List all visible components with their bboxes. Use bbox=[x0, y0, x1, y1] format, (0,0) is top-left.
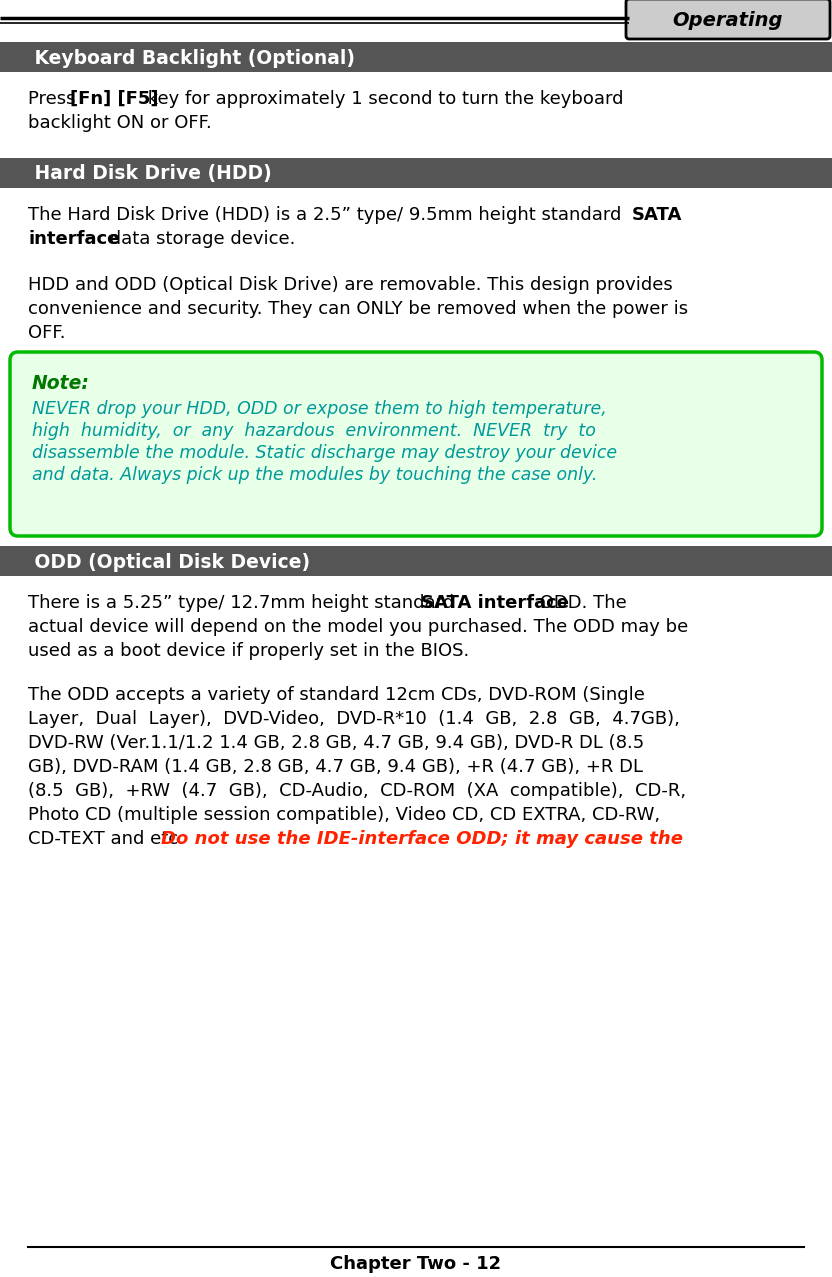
Text: Layer,  Dual  Layer),  DVD-Video,  DVD-R*10  (1.4  GB,  2.8  GB,  4.7GB),: Layer, Dual Layer), DVD-Video, DVD-R*10 … bbox=[28, 710, 680, 728]
Text: high  humidity,  or  any  hazardous  environment.  NEVER  try  to: high humidity, or any hazardous environm… bbox=[32, 421, 596, 441]
Text: Chapter Two - 12: Chapter Two - 12 bbox=[330, 1255, 502, 1273]
Text: The ODD accepts a variety of standard 12cm CDs, DVD-ROM (Single: The ODD accepts a variety of standard 12… bbox=[28, 686, 645, 704]
Text: Press: Press bbox=[28, 89, 82, 109]
Text: actual device will depend on the model you purchased. The ODD may be: actual device will depend on the model y… bbox=[28, 618, 688, 636]
Text: ODD. The: ODD. The bbox=[534, 594, 626, 612]
Text: NEVER drop your HDD, ODD or expose them to high temperature,: NEVER drop your HDD, ODD or expose them … bbox=[32, 400, 607, 418]
Text: key for approximately 1 second to turn the keyboard: key for approximately 1 second to turn t… bbox=[142, 89, 623, 109]
Text: ODD (Optical Disk Device): ODD (Optical Disk Device) bbox=[28, 553, 310, 572]
Bar bbox=[0, 42, 832, 72]
Text: Do not use the IDE-interface ODD; it may cause the: Do not use the IDE-interface ODD; it may… bbox=[161, 830, 683, 848]
Text: DVD-RW (Ver.1.1/1.2 1.4 GB, 2.8 GB, 4.7 GB, 9.4 GB), DVD-R DL (8.5: DVD-RW (Ver.1.1/1.2 1.4 GB, 2.8 GB, 4.7 … bbox=[28, 734, 644, 752]
Text: [Fn] [F5]: [Fn] [F5] bbox=[70, 89, 159, 109]
Text: disassemble the module. Static discharge may destroy your device: disassemble the module. Static discharge… bbox=[32, 444, 617, 462]
Text: and data. Always pick up the modules by touching the case only.: and data. Always pick up the modules by … bbox=[32, 466, 597, 484]
Text: SATA interface: SATA interface bbox=[421, 594, 569, 612]
Text: backlight ON or OFF.: backlight ON or OFF. bbox=[28, 114, 212, 132]
Text: interface: interface bbox=[28, 230, 119, 248]
Text: CD-TEXT and etc.: CD-TEXT and etc. bbox=[28, 830, 190, 848]
Text: data storage device.: data storage device. bbox=[104, 230, 295, 248]
Text: Photo CD (multiple session compatible), Video CD, CD EXTRA, CD-RW,: Photo CD (multiple session compatible), … bbox=[28, 806, 660, 824]
Text: convenience and security. They can ONLY be removed when the power is: convenience and security. They can ONLY … bbox=[28, 300, 688, 318]
Text: OFF.: OFF. bbox=[28, 324, 66, 342]
FancyBboxPatch shape bbox=[10, 352, 822, 536]
Bar bbox=[0, 547, 832, 576]
Text: Operating: Operating bbox=[673, 10, 783, 29]
Text: (8.5  GB),  +RW  (4.7  GB),  CD-Audio,  CD-ROM  (XA  compatible),  CD-R,: (8.5 GB), +RW (4.7 GB), CD-Audio, CD-ROM… bbox=[28, 782, 686, 799]
Text: HDD and ODD (Optical Disk Drive) are removable. This design provides: HDD and ODD (Optical Disk Drive) are rem… bbox=[28, 276, 673, 294]
Text: GB), DVD-RAM (1.4 GB, 2.8 GB, 4.7 GB, 9.4 GB), +R (4.7 GB), +R DL: GB), DVD-RAM (1.4 GB, 2.8 GB, 4.7 GB, 9.… bbox=[28, 759, 643, 776]
Text: Hard Disk Drive (HDD): Hard Disk Drive (HDD) bbox=[28, 165, 272, 184]
Bar bbox=[0, 158, 832, 188]
FancyBboxPatch shape bbox=[626, 0, 830, 40]
Text: Note:: Note: bbox=[32, 374, 90, 393]
Text: SATA: SATA bbox=[632, 206, 682, 223]
Text: The Hard Disk Drive (HDD) is a 2.5” type/ 9.5mm height standard: The Hard Disk Drive (HDD) is a 2.5” type… bbox=[28, 206, 627, 223]
Text: There is a 5.25” type/ 12.7mm height standard: There is a 5.25” type/ 12.7mm height sta… bbox=[28, 594, 460, 612]
Text: used as a boot device if properly set in the BIOS.: used as a boot device if properly set in… bbox=[28, 642, 469, 660]
Text: Keyboard Backlight (Optional): Keyboard Backlight (Optional) bbox=[28, 49, 355, 68]
